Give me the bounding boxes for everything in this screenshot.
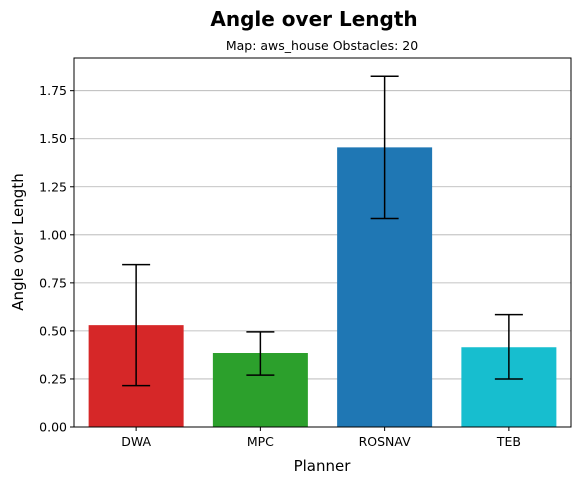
chart-subtitle: Map: aws_house Obstacles: 20 bbox=[226, 38, 418, 53]
y-tick-label: 0.00 bbox=[39, 420, 67, 435]
x-tick-label: TEB bbox=[496, 434, 521, 449]
y-tick-label: 1.75 bbox=[39, 83, 67, 98]
y-tick-label: 1.25 bbox=[39, 179, 67, 194]
chart-title: Angle over Length bbox=[210, 7, 417, 31]
x-axis-label: Planner bbox=[294, 457, 352, 475]
bars bbox=[88, 147, 557, 427]
y-axis-ticks: 0.00 0.25 0.50 0.75 1.00 1.25 1.50 1.75 bbox=[39, 83, 74, 435]
x-tick-label: ROSNAV bbox=[359, 434, 412, 449]
y-axis-label: Angle over Length bbox=[9, 173, 27, 310]
x-tick-label: MPC bbox=[247, 434, 274, 449]
y-tick-label: 0.50 bbox=[39, 323, 67, 338]
x-axis-ticks: DWA MPC ROSNAV TEB bbox=[121, 427, 521, 449]
y-tick-label: 0.25 bbox=[39, 371, 67, 386]
x-tick-label: DWA bbox=[121, 434, 151, 449]
y-tick-label: 0.75 bbox=[39, 275, 67, 290]
plot-area-frame bbox=[73, 57, 572, 428]
error-bars bbox=[122, 75, 523, 387]
y-tick-label: 1.00 bbox=[39, 227, 67, 242]
y-tick-label: 1.50 bbox=[39, 131, 67, 146]
